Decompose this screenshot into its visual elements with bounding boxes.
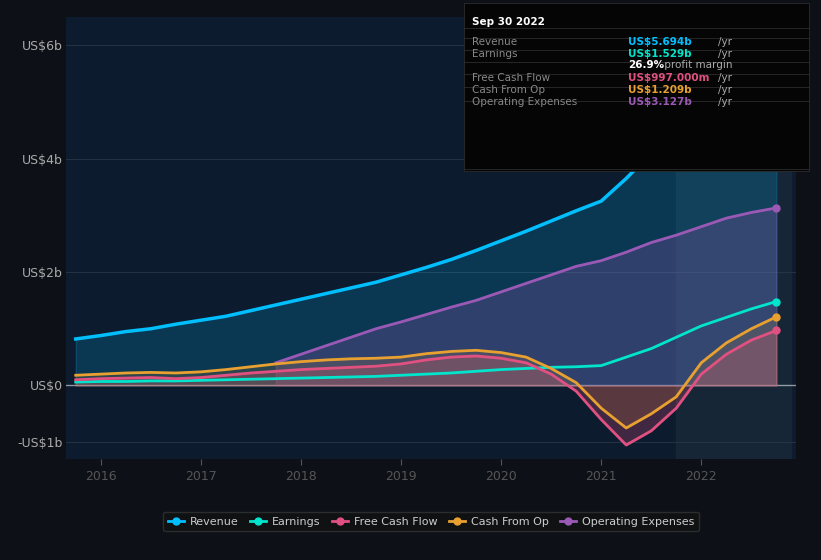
Legend: Revenue, Earnings, Free Cash Flow, Cash From Op, Operating Expenses: Revenue, Earnings, Free Cash Flow, Cash … <box>163 512 699 531</box>
Text: profit margin: profit margin <box>661 60 732 71</box>
Text: Earnings: Earnings <box>472 49 517 59</box>
Text: US$1.529b: US$1.529b <box>628 49 691 59</box>
Text: Operating Expenses: Operating Expenses <box>472 97 577 108</box>
Text: Sep 30 2022: Sep 30 2022 <box>472 17 545 27</box>
Text: US$1.209b: US$1.209b <box>628 85 691 95</box>
Text: /yr: /yr <box>718 85 732 95</box>
Bar <box>677 17 791 459</box>
Text: /yr: /yr <box>718 37 732 47</box>
Text: /yr: /yr <box>718 97 732 108</box>
Text: US$3.127b: US$3.127b <box>628 97 692 108</box>
Text: Free Cash Flow: Free Cash Flow <box>472 73 550 83</box>
Text: US$5.694b: US$5.694b <box>628 37 692 47</box>
Text: Revenue: Revenue <box>472 37 517 47</box>
Text: 26.9%: 26.9% <box>628 60 664 71</box>
Text: /yr: /yr <box>718 73 732 83</box>
Text: US$997.000m: US$997.000m <box>628 73 709 83</box>
Text: Cash From Op: Cash From Op <box>472 85 545 95</box>
Text: /yr: /yr <box>718 49 732 59</box>
